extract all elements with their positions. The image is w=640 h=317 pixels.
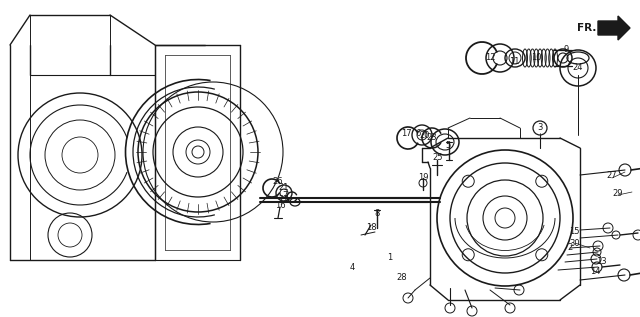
Text: 30: 30	[570, 238, 580, 248]
Text: 19: 19	[418, 173, 428, 183]
Polygon shape	[598, 16, 630, 40]
Text: 8: 8	[374, 209, 380, 217]
Text: 14: 14	[589, 268, 600, 276]
Text: 10: 10	[531, 54, 541, 62]
Text: 29: 29	[612, 189, 623, 197]
Text: 9: 9	[563, 46, 568, 55]
Text: 28: 28	[397, 274, 407, 282]
Text: 15: 15	[569, 228, 579, 236]
Text: 3: 3	[538, 124, 543, 133]
Text: FR.: FR.	[577, 23, 596, 33]
Text: 4: 4	[349, 262, 355, 271]
Text: 13: 13	[596, 257, 606, 267]
Text: 22: 22	[279, 196, 289, 204]
Text: 6: 6	[415, 128, 420, 138]
Text: 1: 1	[387, 254, 392, 262]
Text: 24: 24	[573, 63, 583, 73]
Text: 5: 5	[445, 140, 451, 150]
Text: 27: 27	[607, 171, 618, 179]
Text: 18: 18	[365, 223, 376, 232]
Text: 12: 12	[484, 54, 495, 62]
Text: 21: 21	[279, 184, 289, 192]
Text: 23: 23	[427, 133, 437, 143]
Text: 7: 7	[282, 191, 288, 199]
Text: 17: 17	[401, 128, 412, 138]
Text: 25: 25	[433, 152, 444, 161]
Text: 11: 11	[509, 57, 519, 67]
Text: 2: 2	[568, 243, 573, 251]
Text: 16: 16	[275, 200, 285, 210]
Text: 20: 20	[420, 131, 430, 139]
Text: 26: 26	[273, 178, 284, 186]
